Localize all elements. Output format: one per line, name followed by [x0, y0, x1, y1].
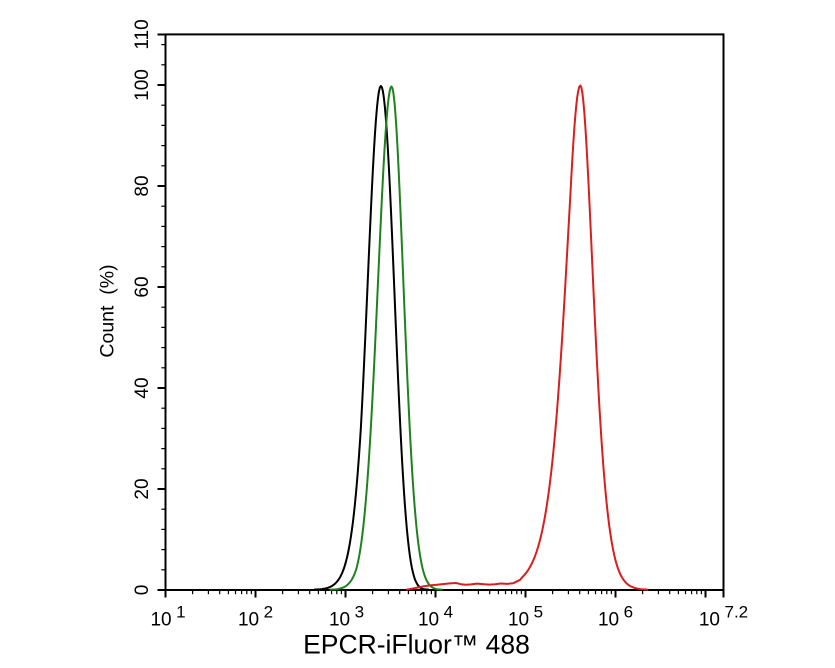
- svg-text:40: 40: [132, 377, 153, 398]
- svg-text:EPCR-iFluor™ 488: EPCR-iFluor™ 488: [303, 630, 530, 660]
- svg-text:20: 20: [132, 478, 153, 499]
- svg-text:Count (%): Count (%): [97, 264, 119, 357]
- svg-text:100: 100: [132, 69, 153, 101]
- svg-text:80: 80: [132, 175, 153, 196]
- svg-text:110: 110: [132, 19, 153, 49]
- svg-text:0: 0: [132, 585, 153, 596]
- svg-text:60: 60: [132, 276, 153, 297]
